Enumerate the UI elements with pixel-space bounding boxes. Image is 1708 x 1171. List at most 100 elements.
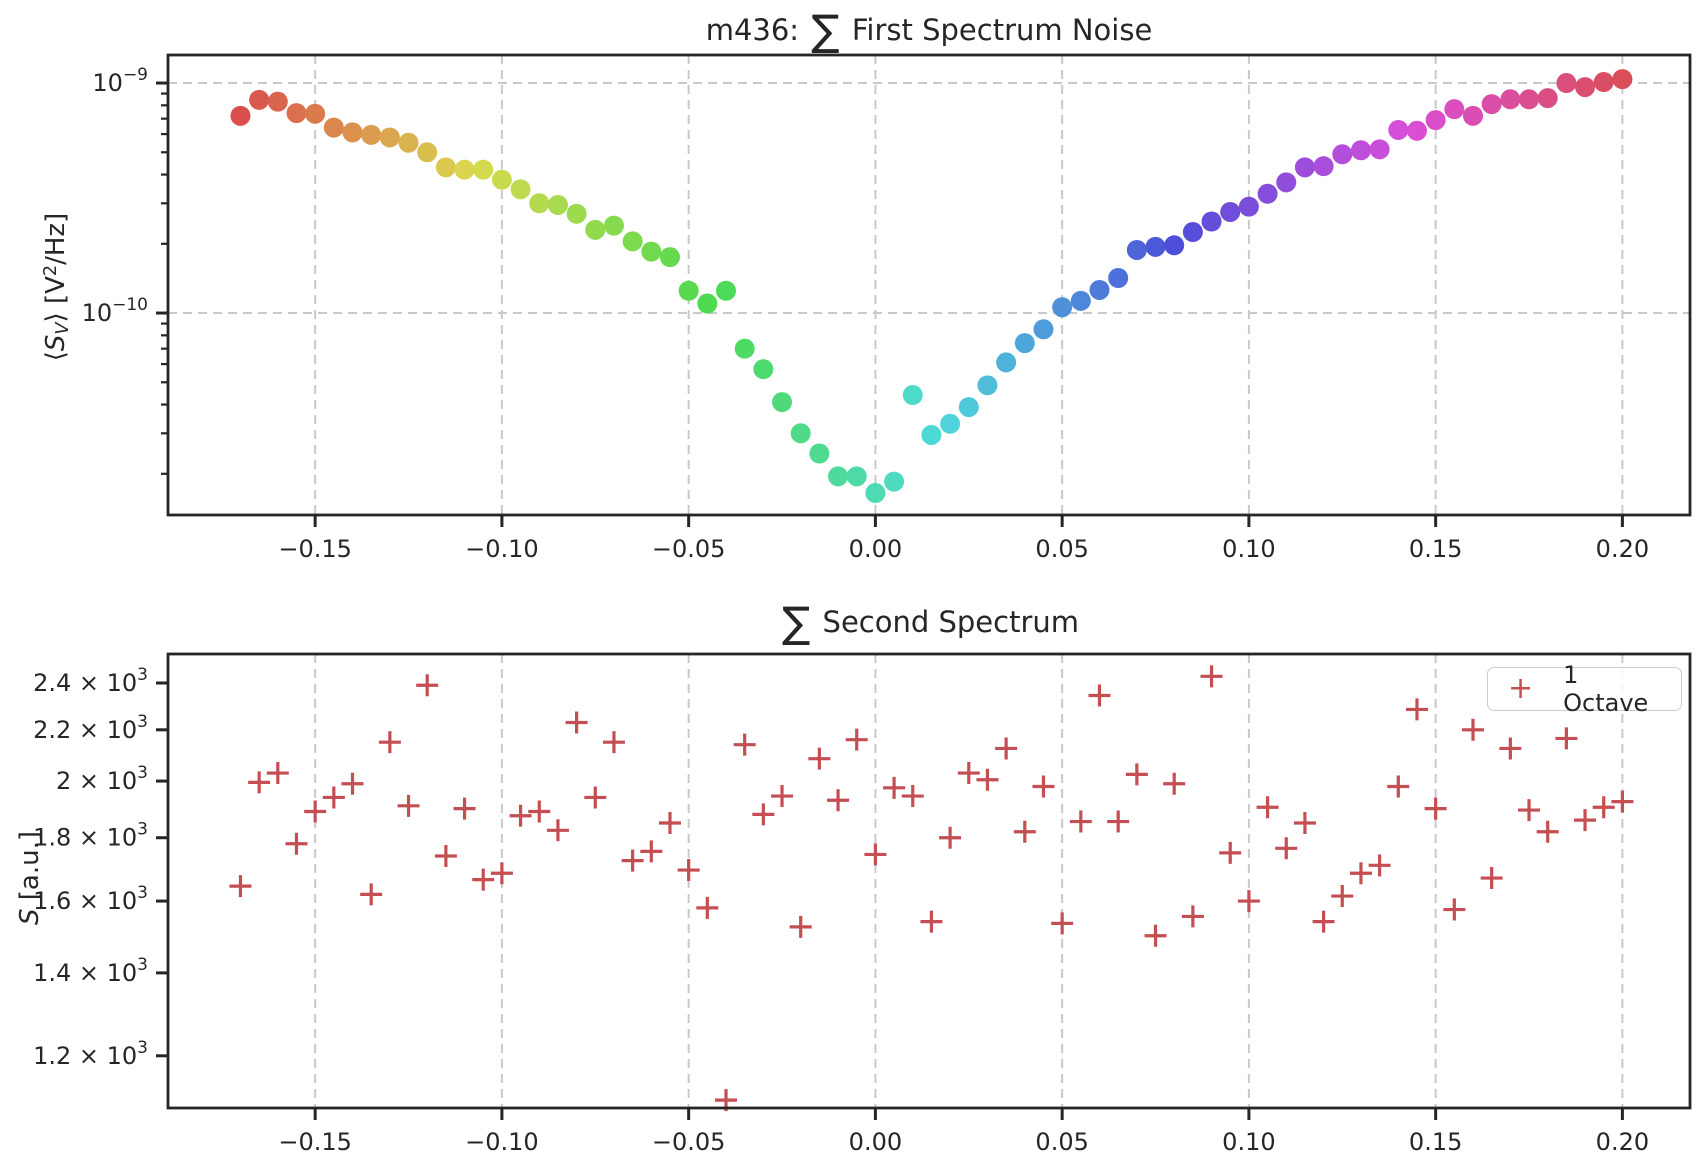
data-point <box>957 762 980 785</box>
data-point <box>603 215 624 236</box>
ylabel-units: [a.u.] <box>15 830 45 909</box>
x-tick-label: −0.10 <box>465 1128 539 1156</box>
x-tick-label: 0.05 <box>1035 1128 1088 1156</box>
data-point <box>360 883 383 906</box>
data-point <box>1033 319 1054 340</box>
data-point <box>1069 810 1092 833</box>
data-point <box>361 124 382 145</box>
data-point <box>996 352 1017 373</box>
data-point <box>322 786 345 809</box>
y-tick-label: 1.2 × 103 <box>33 1038 148 1070</box>
y-tick-label: 10−9 <box>92 65 148 97</box>
y-tick-label: 10−10 <box>82 295 148 327</box>
data-point <box>1088 684 1111 707</box>
data-point <box>809 443 830 464</box>
data-point <box>434 844 457 867</box>
data-point <box>1481 94 1502 115</box>
data-point <box>379 127 400 148</box>
title-prefix: m436: <box>705 13 809 47</box>
first-spectrum-ylabel: ⟨SV⟩ [V2/Hz] <box>41 213 73 361</box>
data-point <box>491 169 512 190</box>
data-point <box>1237 890 1260 913</box>
data-point <box>304 800 327 823</box>
data-point <box>585 219 606 240</box>
data-point <box>230 105 251 126</box>
x-tick-label: −0.10 <box>465 535 539 563</box>
data-point <box>584 786 607 809</box>
data-point <box>1332 144 1353 165</box>
x-tick-label: −0.05 <box>652 535 726 563</box>
x-tick-label: −0.05 <box>652 1128 726 1156</box>
data-point <box>921 424 942 445</box>
data-point <box>1592 796 1615 819</box>
data-point <box>1275 837 1298 860</box>
data-point <box>1537 88 1558 109</box>
data-point <box>752 803 775 826</box>
data-point <box>1144 924 1167 947</box>
ylabel-symbol: S <box>40 334 71 352</box>
data-point <box>845 728 868 751</box>
data-point <box>1257 183 1278 204</box>
data-point <box>285 832 308 855</box>
data-point <box>1518 799 1541 822</box>
data-point <box>1108 268 1129 289</box>
x-tick-label: 0.00 <box>849 1128 902 1156</box>
data-point <box>733 733 756 756</box>
data-point <box>1593 72 1614 93</box>
data-point <box>1032 775 1055 798</box>
data-point <box>1013 820 1036 843</box>
data-point <box>1575 77 1596 98</box>
data-point <box>808 747 831 770</box>
data-point <box>828 466 849 487</box>
data-point <box>1070 290 1091 311</box>
data-point <box>1405 698 1428 721</box>
y-tick-label: 1.4 × 103 <box>33 955 148 987</box>
data-point <box>1164 235 1185 256</box>
data-point <box>716 280 737 301</box>
data-point <box>622 231 643 252</box>
x-tick-label: 0.05 <box>1035 535 1088 563</box>
data-point <box>341 772 364 795</box>
data-point <box>490 862 513 885</box>
data-point <box>547 194 568 215</box>
data-point <box>397 794 420 817</box>
ylabel-units-open: ⟩ [V <box>40 276 71 323</box>
data-point <box>1294 157 1315 178</box>
data-point <box>1349 862 1372 885</box>
data-point <box>1387 775 1410 798</box>
x-tick-label: 0.00 <box>849 535 902 563</box>
legend: + 1 Octave <box>1487 661 1682 717</box>
data-point <box>1444 99 1465 120</box>
ylabel-superscript: 2 <box>40 264 61 277</box>
ylabel-symbol: S <box>15 908 45 926</box>
ylabel-subscript: V <box>53 322 74 335</box>
data-point <box>1200 665 1223 688</box>
data-point <box>641 241 662 262</box>
data-point <box>1462 718 1484 741</box>
data-point <box>1256 796 1279 819</box>
data-point <box>1313 156 1334 177</box>
data-point <box>454 159 475 180</box>
y-tick-label: 2.2 × 103 <box>33 712 148 744</box>
data-point <box>1611 790 1634 813</box>
axes-spines <box>166 53 1692 517</box>
data-point <box>453 797 476 820</box>
axes-spines <box>166 652 1692 1110</box>
data-point <box>1089 279 1110 300</box>
data-point <box>1293 811 1316 834</box>
second-spectrum-title: ∑ Second Spectrum <box>168 598 1690 647</box>
data-point <box>789 915 812 938</box>
data-point <box>509 804 532 827</box>
data-point <box>323 117 344 138</box>
x-tick-label: 0.20 <box>1596 535 1649 563</box>
data-point <box>940 413 961 434</box>
data-point <box>1051 912 1074 935</box>
data-point <box>266 762 289 785</box>
data-point <box>267 91 288 112</box>
data-point <box>1182 222 1203 243</box>
ylabel-bracket-open: ⟨ <box>40 351 71 362</box>
data-point <box>995 737 1018 760</box>
data-point <box>286 103 307 124</box>
data-point <box>846 466 867 487</box>
